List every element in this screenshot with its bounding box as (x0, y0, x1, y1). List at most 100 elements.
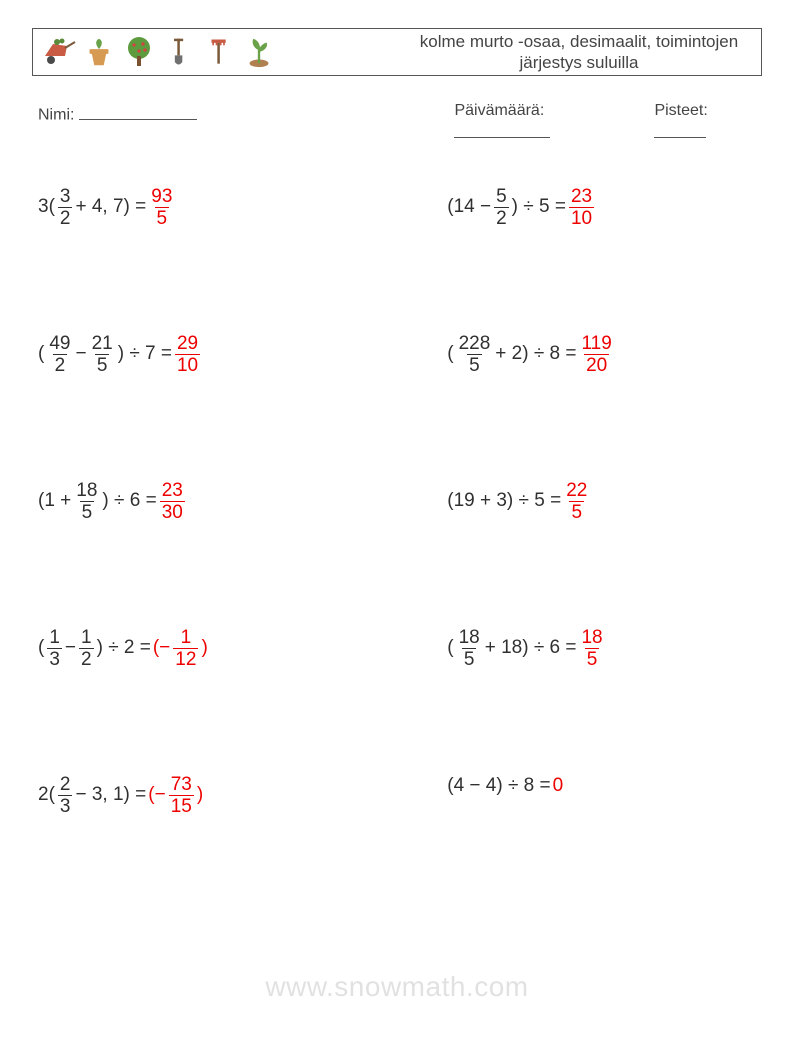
rake-icon (201, 34, 237, 70)
expr-text: − 3, 1) = (75, 784, 146, 806)
denominator: 30 (160, 501, 185, 522)
numerator: 49 (47, 334, 72, 354)
denominator: 5 (585, 648, 600, 669)
fraction: 185 (74, 481, 99, 522)
answer-fraction: 7315 (169, 775, 194, 816)
numerator: 73 (169, 775, 194, 795)
denominator: 12 (173, 648, 198, 669)
score-field: Pisteet: (654, 102, 756, 143)
denominator: 2 (58, 207, 73, 228)
expression: (492 − 215) ÷ 7 = 2910 (38, 334, 447, 375)
numerator: 3 (58, 187, 73, 207)
expr-text: ) ÷ 2 = (97, 637, 151, 659)
expr-text: (1 + (38, 490, 71, 512)
worksheet-title: kolme murto -osaa, desimaalit, toimintoj… (277, 31, 751, 74)
numerator: 18 (457, 628, 482, 648)
fraction: 185 (457, 628, 482, 669)
fraction: 32 (58, 187, 73, 228)
fraction: 13 (47, 628, 62, 669)
wheelbarrow-icon (41, 34, 77, 70)
problem-cell: (2285 + 2) ÷ 8 = 11920 (447, 334, 756, 375)
name-field: Nimi: (38, 102, 454, 143)
denominator: 10 (569, 207, 594, 228)
name-blank (79, 102, 197, 120)
info-row: Nimi: Päivämäärä: Pisteet: (32, 102, 762, 143)
answer-text: (− (148, 784, 165, 806)
fraction: 2285 (457, 334, 493, 375)
answer-fraction: 112 (173, 628, 198, 669)
problem-cell: (14 − 52) ÷ 5 = 2310 (447, 187, 756, 228)
expr-text: ( (38, 637, 44, 659)
denominator: 2 (79, 648, 94, 669)
expr-text: 3( (38, 196, 55, 218)
answer-fraction: 185 (579, 628, 604, 669)
numerator: 23 (569, 187, 594, 207)
expression: (2285 + 2) ÷ 8 = 11920 (447, 334, 756, 375)
problem-row: (13 − 12) ÷ 2 = (−112)(185 + 18) ÷ 6 = 1… (38, 628, 756, 669)
problem-row: 3(32 + 4, 7) = 935(14 − 52) ÷ 5 = 2310 (38, 187, 756, 228)
expression: (14 − 52) ÷ 5 = 2310 (447, 187, 756, 228)
denominator: 2 (494, 207, 509, 228)
answer-fraction: 225 (564, 481, 589, 522)
answer-fraction: 2910 (175, 334, 200, 375)
score-label: Pisteet: (654, 102, 707, 119)
expr-text: ( (447, 637, 453, 659)
expression: (1 + 185) ÷ 6 = 2330 (38, 481, 447, 522)
numerator: 2 (58, 775, 73, 795)
denominator: 5 (80, 501, 95, 522)
answer-fraction: 2310 (569, 187, 594, 228)
problem-cell: (1 + 185) ÷ 6 = 2330 (38, 481, 447, 522)
problem-row: 2(23 − 3, 1) = (−7315)(4 − 4) ÷ 8 = 0 (38, 775, 756, 816)
denominator: 5 (95, 354, 110, 375)
denominator: 10 (175, 354, 200, 375)
expr-text: + 18) ÷ 6 = (485, 637, 577, 659)
sprout-icon (241, 34, 277, 70)
answer-fraction: 11920 (579, 334, 613, 375)
expr-text: ) ÷ 7 = (118, 343, 172, 365)
numerator: 22 (564, 481, 589, 501)
numerator: 1 (47, 628, 62, 648)
numerator: 18 (579, 628, 604, 648)
date-label: Päivämäärä: (454, 102, 544, 119)
fraction: 23 (58, 775, 73, 816)
expr-text: (4 − 4) ÷ 8 = (447, 775, 550, 797)
problem-cell: 3(32 + 4, 7) = 935 (38, 187, 447, 228)
numerator: 23 (160, 481, 185, 501)
expression: (4 − 4) ÷ 8 = 0 (447, 775, 756, 797)
answer-text: ) (197, 784, 203, 806)
expr-text: ) ÷ 6 = (102, 490, 156, 512)
problem-cell: (185 + 18) ÷ 6 = 185 (447, 628, 756, 669)
title-line-1: kolme murto -osaa, desimaalit, toimintoj… (407, 31, 751, 52)
denominator: 5 (569, 501, 584, 522)
score-blank (654, 120, 706, 138)
date-field: Päivämäärä: (454, 102, 630, 143)
answer-text: 0 (553, 775, 564, 797)
problem-cell: (13 − 12) ÷ 2 = (−112) (38, 628, 447, 669)
expr-text: ( (447, 343, 453, 365)
expression: (13 − 12) ÷ 2 = (−112) (38, 628, 447, 669)
denominator: 3 (47, 648, 62, 669)
shovel-icon (161, 34, 197, 70)
problem-cell: (4 − 4) ÷ 8 = 0 (447, 775, 756, 816)
problem-row: (1 + 185) ÷ 6 = 2330(19 + 3) ÷ 5 = 225 (38, 481, 756, 522)
fraction: 12 (79, 628, 94, 669)
numerator: 29 (175, 334, 200, 354)
denominator: 2 (53, 354, 68, 375)
answer-text: ) (201, 637, 207, 659)
problems-grid: 3(32 + 4, 7) = 935(14 − 52) ÷ 5 = 2310 (4… (32, 187, 762, 816)
denominator: 5 (467, 354, 482, 375)
expr-text: − (65, 637, 76, 659)
pot-icon (81, 34, 117, 70)
expr-text: (19 + 3) ÷ 5 = (447, 490, 561, 512)
denominator: 20 (584, 354, 609, 375)
problem-row: (492 − 215) ÷ 7 = 2910(2285 + 2) ÷ 8 = 1… (38, 334, 756, 375)
expr-text: ( (38, 343, 44, 365)
problem-cell: (492 − 215) ÷ 7 = 2910 (38, 334, 447, 375)
name-label: Nimi: (38, 107, 74, 124)
expr-text: − (75, 343, 86, 365)
date-blank (454, 120, 550, 138)
numerator: 21 (90, 334, 115, 354)
fraction: 215 (90, 334, 115, 375)
answer-fraction: 935 (149, 187, 174, 228)
title-line-2: järjestys suluilla (407, 52, 751, 73)
